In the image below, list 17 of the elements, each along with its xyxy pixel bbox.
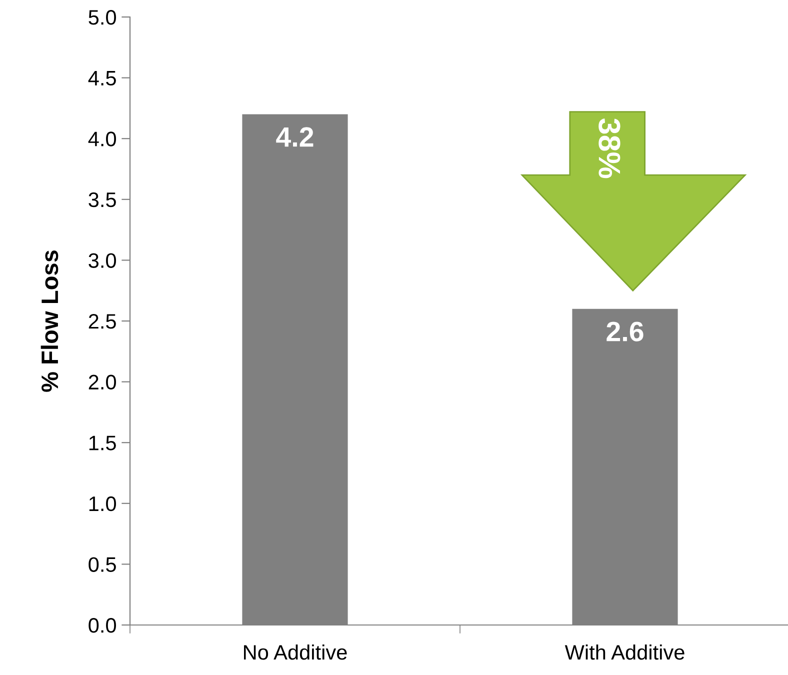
y-tick-label: 3.0 [88,253,116,268]
data-label: 4.2 [276,127,314,147]
y-tick-label: 1.5 [89,436,116,450]
x-tick-label: No Additive [244,644,347,660]
y-tick-label: 5.0 [88,10,116,25]
y-tick-label: 0.0 [88,618,116,633]
y-tick-label: 2.5 [88,314,116,329]
y-axis-title: % Flow Loss [40,250,58,392]
y-tick-label: 1.0 [89,496,116,512]
y-tick-label: 4.0 [88,132,116,146]
data-label: 2.6 [606,322,644,342]
y-tick-label: 2.0 [88,374,116,390]
y-tick-label: 0.5 [88,557,116,572]
y-tick-label: 4.5 [88,71,116,86]
y-tick-label: 3.5 [88,192,116,208]
annotation: 38% [598,118,620,178]
x-tick-label: With Additive [564,644,684,660]
